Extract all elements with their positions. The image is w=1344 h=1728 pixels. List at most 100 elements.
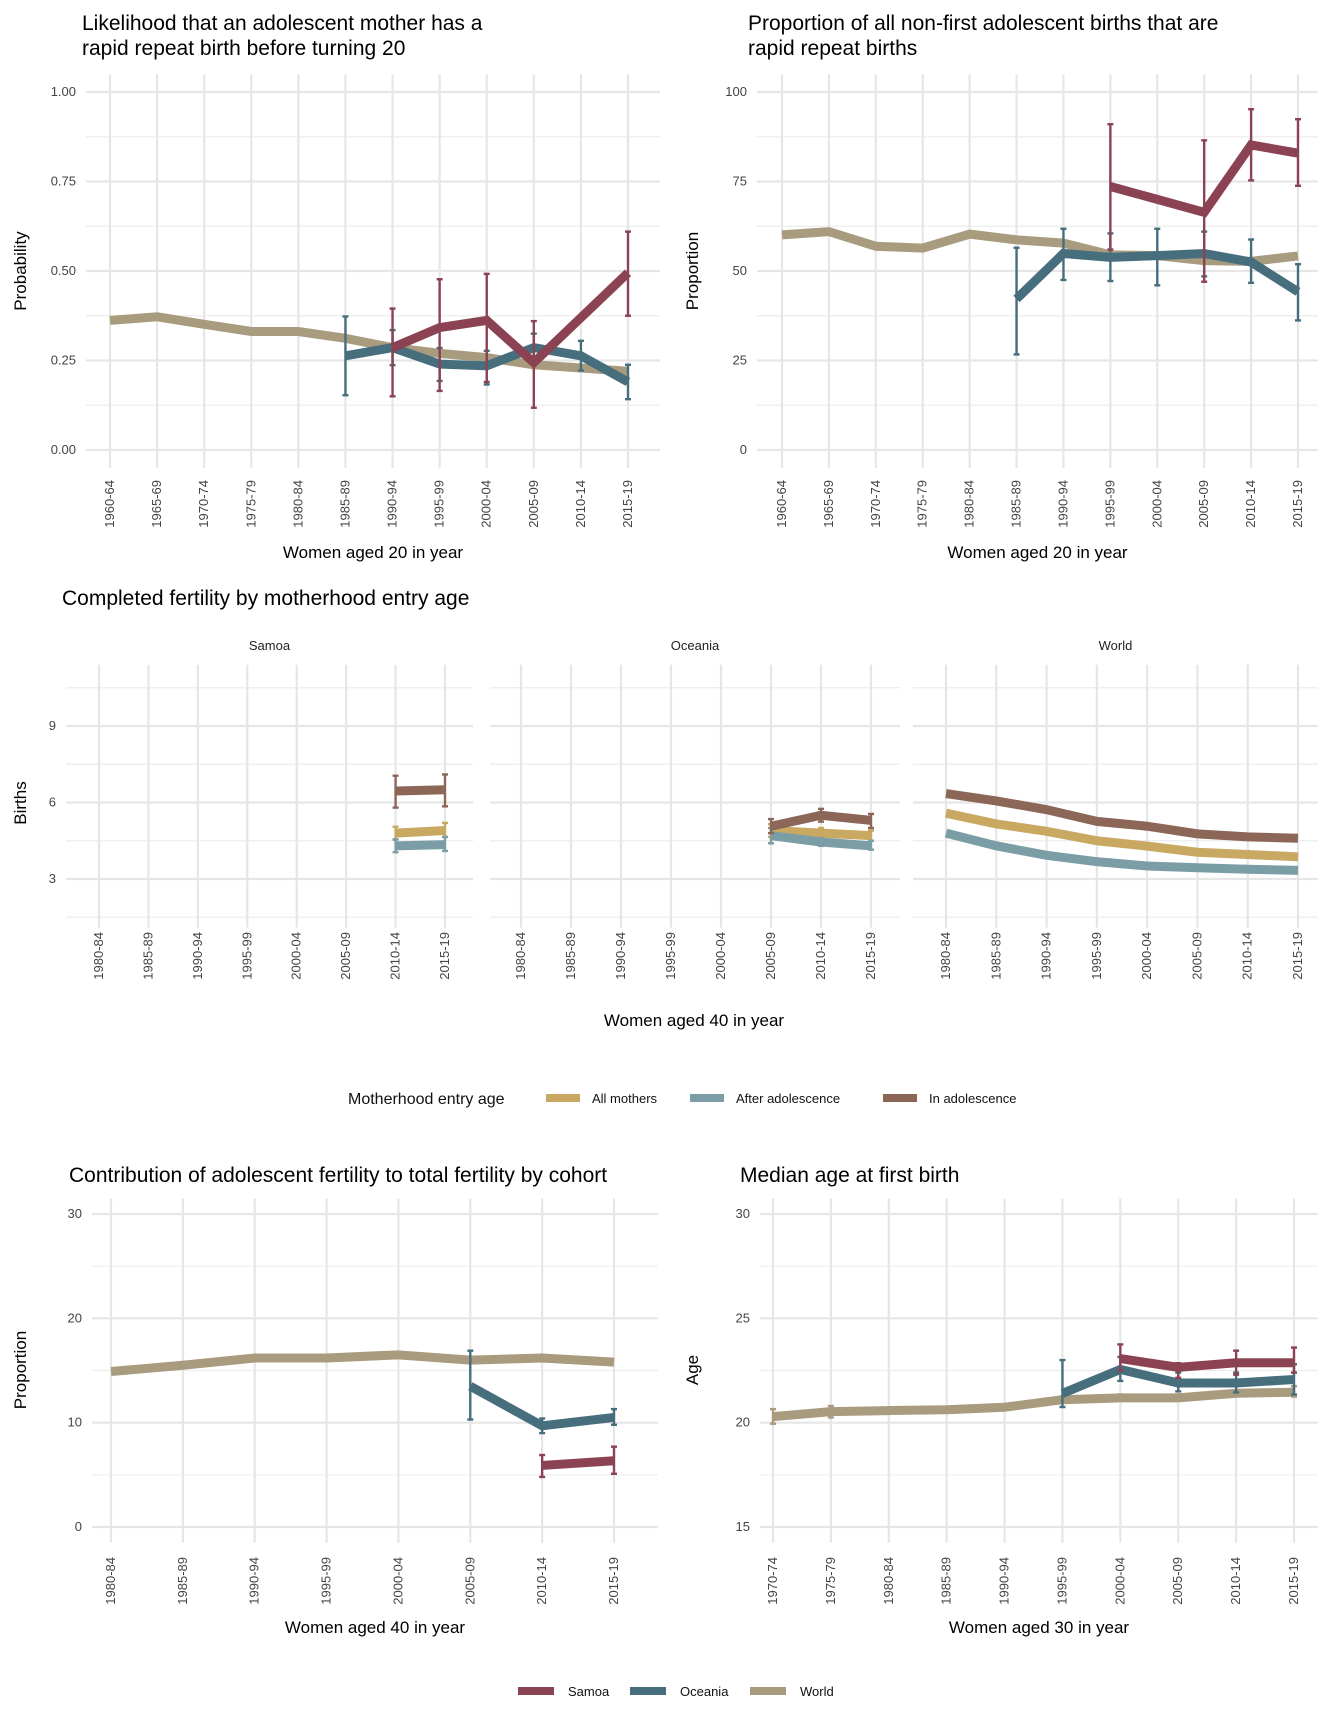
series-world [770, 1384, 1297, 1425]
y-tick-label: 0.25 [51, 353, 76, 368]
chart-title: Completed fertility by motherhood entry … [62, 587, 469, 610]
series-samoa [389, 230, 632, 409]
x-tick-label: 1980-84 [938, 932, 953, 980]
x-axis-label: Women aged 20 in year [283, 543, 464, 562]
legend-swatch [546, 1094, 580, 1102]
series-in-adolescence [392, 773, 448, 809]
legend-label: Oceania [680, 1684, 729, 1699]
x-tick-label: 1985-89 [988, 932, 1003, 980]
chart-median-age-first-birth: 15 20 25 30 1970-74 1975-79 1980-84 1985-89 1990… [683, 1198, 1318, 1637]
series-line [395, 826, 446, 838]
y-tick-label: 30 [736, 1206, 750, 1221]
x-tick-label: 1985-89 [337, 480, 352, 528]
x-tick-label: 1990-94 [1039, 932, 1054, 980]
x-tick-label: 1995-99 [1054, 1557, 1069, 1605]
legend-swatch [750, 1687, 786, 1695]
y-tick-label: 75 [733, 174, 747, 189]
chart-title: rapid repeat births [748, 37, 917, 60]
x-axis-label: Women aged 30 in year [949, 1618, 1130, 1637]
x-tick-label: 2005-09 [338, 932, 353, 980]
series-line [1119, 1354, 1294, 1372]
y-tick-label: 25 [736, 1310, 750, 1325]
x-tick-label: 2000-04 [713, 932, 728, 980]
legend-item: In adolescence [883, 1091, 1016, 1106]
legend-item: All mothers [546, 1091, 658, 1106]
y-tick-label: 0.50 [51, 263, 76, 278]
series-line [781, 227, 1299, 266]
y-tick-label: 3 [49, 871, 56, 886]
legend-swatch [883, 1094, 917, 1102]
x-tick-label: 1975-79 [243, 480, 258, 528]
y-tick-label: 9 [49, 718, 56, 733]
y-axis-label: Probability [11, 231, 30, 311]
legend-swatch [690, 1094, 724, 1102]
x-tick-label: 1970-74 [765, 1557, 780, 1605]
legend-label: Samoa [568, 1684, 610, 1699]
y-tick-label: 15 [736, 1519, 750, 1534]
facet-world: World 1980-84 1985-89 1990-94 1995-99 2000-04… [913, 638, 1318, 980]
x-tick-label: 1980-84 [962, 480, 977, 528]
legend-region: Samoa Oceania World [518, 1684, 834, 1699]
chart-title: Median age at first birth [740, 1164, 959, 1187]
x-tick-label: 1975-79 [915, 480, 930, 528]
chart-title: Proportion of all non-first adolescent b… [748, 12, 1218, 35]
y-tick-label: 30 [68, 1206, 82, 1221]
series-all-mothers [392, 821, 448, 841]
x-tick-label: 2015-19 [1286, 1557, 1301, 1605]
x-tick-label: 1990-94 [997, 1557, 1012, 1605]
legend-item: World [750, 1684, 834, 1699]
legend-item: Samoa [518, 1684, 610, 1699]
x-tick-label: 2015-19 [1290, 932, 1305, 980]
x-tick-label: 1990-94 [247, 1557, 262, 1605]
y-axis-label: Age [683, 1355, 702, 1385]
chart-completed-fertility: Samoa 3 6 9 1980-84 1985-89 1990-94 1995-99 2000… [11, 638, 1318, 1030]
x-tick-label: 2005-09 [526, 480, 541, 528]
x-tick-label: 1995-99 [239, 932, 254, 980]
series-line [109, 312, 629, 376]
x-tick-label: 2010-14 [573, 480, 588, 528]
x-tick-label: 1965-69 [149, 480, 164, 528]
x-tick-label: 2000-04 [289, 932, 304, 980]
y-tick-label: 0.75 [51, 174, 76, 189]
x-tick-label: 2005-09 [1189, 932, 1204, 980]
x-tick-label: 1995-99 [1102, 480, 1117, 528]
chart-title: Contribution of adolescent fertility to … [69, 1164, 607, 1187]
y-tick-label: 25 [733, 353, 747, 368]
x-tick-label: 1960-64 [774, 480, 789, 528]
x-tick-label: 1960-64 [102, 480, 117, 528]
y-tick-label: 50 [733, 263, 747, 278]
x-tick-label: 2010-14 [388, 932, 403, 980]
x-tick-label: 1965-69 [821, 480, 836, 528]
legend-swatch [518, 1687, 554, 1695]
facet-strip-label: World [1099, 638, 1133, 653]
y-axis-label: Births [11, 781, 30, 824]
chart-rapid-repeat-likelihood: 0.00 0.25 0.50 0.75 1.00 1960-64 1965-69 1970-7… [11, 74, 660, 562]
facet-samoa: Samoa 3 6 9 1980-84 1985-89 1990-94 1995-99 2000… [49, 638, 473, 980]
x-tick-label: 1995-99 [1089, 932, 1104, 980]
facet-strip-label: Samoa [249, 638, 291, 653]
x-tick-label: 1985-89 [1009, 480, 1024, 528]
x-tick-label: 1980-84 [513, 932, 528, 980]
x-tick-label: 2015-19 [620, 480, 635, 528]
x-tick-label: 1995-99 [319, 1557, 334, 1605]
series-line [945, 808, 1299, 862]
y-tick-label: 20 [68, 1310, 82, 1325]
x-axis-label: Women aged 20 in year [947, 543, 1128, 562]
x-tick-label: 2010-14 [534, 1557, 549, 1605]
legend-item: After adolescence [690, 1091, 840, 1106]
x-tick-label: 2010-14 [1243, 480, 1258, 528]
x-tick-label: 2005-09 [763, 932, 778, 980]
x-tick-label: 1980-84 [881, 1557, 896, 1605]
series-line [395, 785, 446, 796]
x-tick-label: 1980-84 [290, 480, 305, 528]
legend-motherhood-entry-age: Motherhood entry age All mothers After ado… [348, 1091, 1016, 1108]
legend-title: Motherhood entry age [348, 1091, 505, 1108]
series-oceania [467, 1349, 617, 1435]
x-tick-label: 1995-99 [432, 480, 447, 528]
series-world [110, 1350, 615, 1377]
series-in-adolescence [768, 807, 874, 835]
legend-swatch [630, 1687, 666, 1695]
series-all-mothers [945, 808, 1299, 862]
x-tick-label: 2005-09 [1170, 1557, 1185, 1605]
